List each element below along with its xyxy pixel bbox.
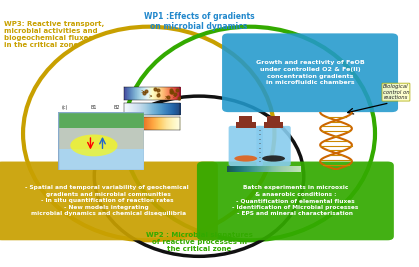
- FancyBboxPatch shape: [256, 126, 291, 166]
- Point: [142, 89, 149, 93]
- Point: [141, 91, 147, 95]
- FancyBboxPatch shape: [229, 126, 263, 166]
- Text: Growth and reactivity of FeOB
under controlled O2 & Fe(II)
concentration gradien: Growth and reactivity of FeOB under cont…: [256, 60, 365, 85]
- Bar: [239, 116, 252, 123]
- Point: [171, 92, 178, 96]
- Bar: [236, 122, 256, 128]
- Point: [168, 90, 175, 94]
- Text: Fe(II): Fe(II): [122, 137, 132, 141]
- Text: WP1 :Effects of gradients
on microbial dynamics: WP1 :Effects of gradients on microbial d…: [144, 12, 254, 32]
- Ellipse shape: [234, 155, 257, 162]
- Ellipse shape: [70, 135, 117, 156]
- Text: Batch experiments in microoxic
& anaerobic conditions :
- Quantification of elem: Batch experiments in microoxic & anaerob…: [232, 185, 359, 217]
- Text: WP3: Reactive transport,
microbial activities and
biogeochemical fluxes
in the c: WP3: Reactive transport, microbial activ…: [4, 21, 104, 48]
- FancyBboxPatch shape: [0, 162, 218, 240]
- Bar: [267, 116, 280, 123]
- Bar: [58, 112, 144, 128]
- Point: [152, 87, 159, 91]
- Text: Biological
control on
reactions: Biological control on reactions: [383, 84, 409, 100]
- Bar: [264, 122, 283, 128]
- Ellipse shape: [262, 155, 285, 162]
- Point: [174, 88, 181, 92]
- Text: B2: B2: [114, 105, 120, 110]
- FancyBboxPatch shape: [197, 162, 394, 240]
- Point: [155, 88, 161, 93]
- Point: [155, 93, 162, 97]
- Point: [167, 88, 174, 92]
- Text: - Spatial and temporal variability of geochemical
  gradients and microbial comm: - Spatial and temporal variability of ge…: [25, 185, 189, 217]
- Text: WP2 : Microbial signatures
of reactive processes in
the critical zone: WP2 : Microbial signatures of reactive p…: [145, 232, 253, 252]
- Point: [168, 90, 175, 95]
- Point: [176, 96, 183, 100]
- Bar: [58, 128, 144, 150]
- Text: O2: O2: [122, 122, 128, 126]
- Bar: [58, 150, 144, 170]
- Point: [165, 94, 171, 99]
- Text: B1: B1: [91, 105, 97, 110]
- Text: (c): (c): [62, 105, 68, 110]
- FancyBboxPatch shape: [222, 33, 398, 112]
